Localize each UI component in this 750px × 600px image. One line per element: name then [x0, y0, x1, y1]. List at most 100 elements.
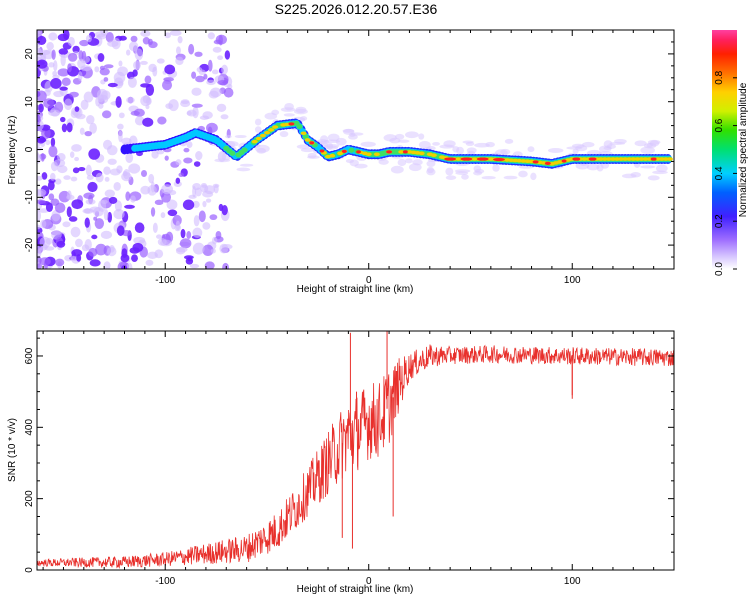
spectrogram-noise-blob — [655, 164, 668, 173]
spectrogram-noise-blob — [132, 242, 144, 253]
spectrogram-xtick-label: 0 — [366, 275, 372, 286]
spectrogram-noise-blob — [66, 122, 73, 133]
spectrogram-noise-blob — [72, 167, 80, 174]
spectrogram-noise-blob — [647, 175, 660, 181]
spectrogram-noise-blob — [211, 236, 218, 245]
spectrogram-noise-blob — [142, 117, 154, 127]
spectrogram-noise-blob — [89, 122, 97, 134]
spectrogram-noise-blob — [194, 187, 202, 197]
spectrogram-noise-blob — [191, 87, 202, 96]
spectrogram-noise-blob — [202, 222, 211, 230]
spectrogram-noise-blob — [504, 138, 514, 144]
spectrogram-noise-blob — [166, 199, 178, 210]
spectrogram-noise-blob — [51, 49, 56, 60]
spectrogram-noise-blob — [130, 110, 140, 116]
spectrogram-noise-blob — [220, 114, 229, 120]
spectrogram-noise-blob — [198, 69, 206, 76]
spectrogram-noise-blob — [76, 254, 82, 262]
spectrogram-noise-blob — [191, 103, 203, 108]
spectrogram-noise-blob — [207, 32, 215, 40]
spectrogram-noise-blob — [175, 177, 181, 184]
spectrogram-noise-blob — [71, 144, 82, 152]
spectrogram-noise-blob — [43, 98, 55, 109]
snr-ytick-label: 0 — [24, 567, 35, 573]
spectrogram-ridge-yellow — [430, 153, 437, 158]
spectrogram-ridge-yellow — [666, 157, 673, 161]
spectrogram-noise-blob — [349, 132, 356, 137]
spectrogram-noise-blob — [70, 176, 78, 182]
spectrogram-noise-blob — [105, 31, 114, 43]
spectrogram-noise-blob — [180, 100, 191, 108]
spectrogram-noise-blob — [94, 31, 107, 38]
spectrogram-ridge-peak — [460, 157, 473, 161]
spectrogram-noise-blob — [103, 209, 109, 221]
spectrogram-noise-blob — [86, 175, 94, 181]
spectrogram-noise-blob — [186, 231, 192, 239]
spectrogram-noise-blob — [38, 137, 47, 143]
spectrogram-noise-blob — [360, 141, 376, 147]
spectrogram-noise-blob — [445, 175, 457, 180]
spectrogram-noise-blob — [106, 246, 117, 257]
spectrogram-noise-blob — [183, 157, 193, 164]
spectrogram-noise-blob — [192, 242, 205, 255]
spectrogram-noise-blob — [99, 67, 110, 76]
spectrogram-noise-blob — [217, 79, 229, 86]
spectrogram-noise-blob — [74, 106, 80, 112]
colorbar-tick-label: 0.2 — [714, 214, 725, 228]
spectrogram-noise-blob — [188, 194, 197, 199]
spectrogram-noise-blob — [161, 184, 174, 195]
spectrogram-noise-blob — [412, 159, 423, 166]
spectrogram-noise-blob — [140, 83, 151, 88]
spectrogram-noise-blob — [335, 137, 347, 146]
spectrogram-noise-blob — [85, 34, 92, 43]
spectrogram-noise-blob — [254, 126, 262, 133]
spectrogram-noise-blob — [58, 48, 69, 55]
spectrogram-noise-blob — [75, 238, 83, 248]
colorbar-ticks: 0.0 0.2 0.4 0.6 0.8 — [714, 70, 737, 276]
spectrogram-noise-blob — [48, 193, 55, 201]
spectrogram-noise-blob — [37, 209, 42, 222]
spectrogram-noise-blob — [113, 182, 121, 191]
spectrogram-noise-blob — [106, 145, 118, 156]
spectrogram-noise-blob — [75, 113, 86, 120]
spectrogram-noise-blob — [643, 143, 657, 149]
spectrogram-noise-blob — [91, 234, 98, 240]
snr-frame — [36, 330, 675, 571]
spectrogram-noise-blob — [307, 152, 317, 159]
spectrogram-ytick-label: 10 — [24, 96, 35, 108]
spectrogram-noise-blob — [101, 199, 108, 204]
spectrogram-noise-blob — [37, 263, 42, 269]
snr-xtick-label: -100 — [155, 576, 175, 587]
spectrogram-noise-blob — [195, 150, 203, 161]
spectrogram-noise-blob — [80, 99, 89, 110]
spectrogram-noise-blob — [48, 62, 55, 68]
spectrogram-noise-blob — [192, 186, 197, 198]
spectrogram-noise-blob — [144, 75, 152, 84]
spectrogram-noise-blob — [157, 116, 167, 125]
spectrogram-noise-blob — [37, 249, 42, 257]
spectrogram-ridge-peak — [341, 149, 347, 154]
snr-data — [37, 331, 674, 569]
spectrogram-xtick-label: -100 — [155, 275, 175, 286]
spectrogram-noise-blob — [213, 39, 222, 45]
spectrogram-ridge-yellow — [255, 136, 262, 141]
spectrogram-noise-blob — [134, 116, 145, 126]
spectrogram-noise-blob — [45, 202, 54, 212]
spectrogram-ridge-peak — [588, 157, 597, 161]
spectrogram-noise-blob — [100, 230, 113, 239]
spectrogram-noise-blob — [74, 156, 80, 162]
spectrogram-noise-blob — [175, 220, 181, 231]
spectrogram-noise-blob — [481, 175, 496, 180]
snr-ytick-label: 400 — [24, 419, 35, 436]
spectrogram-noise-blob — [223, 87, 234, 98]
spectrogram-noise-blob — [300, 147, 315, 153]
spectrogram-noise-blob — [222, 262, 229, 269]
spectrogram-noise-blob — [299, 116, 308, 121]
spectrogram-noise-blob — [118, 60, 123, 67]
spectrogram-noise-blob — [52, 70, 58, 77]
spectrogram-noise-blob — [426, 168, 436, 176]
spectrogram-noise-blob — [48, 145, 58, 158]
spectrogram-noise-blob — [134, 222, 145, 234]
spectrogram-noise-blob — [202, 244, 214, 257]
